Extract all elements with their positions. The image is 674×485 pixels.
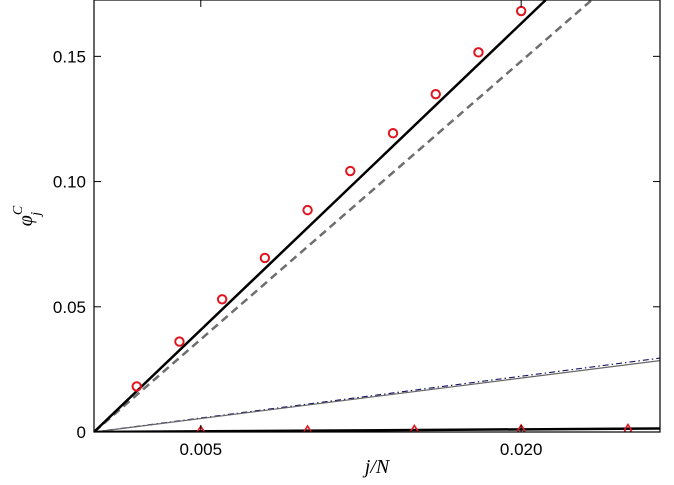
tick-labels: 0.005 0.020 0 0.05 0.10 0.15 xyxy=(53,47,543,459)
plot-markers xyxy=(131,5,633,432)
svg-text:φCj: φC j xyxy=(11,205,44,226)
circle-marker xyxy=(259,252,271,264)
circle-marker xyxy=(174,336,185,347)
y-axis-label-sub: j xyxy=(29,212,44,218)
plot-frame xyxy=(93,0,661,433)
y-axis-label-sup: C xyxy=(11,205,26,215)
circle-marker xyxy=(216,294,228,305)
series-line-2 xyxy=(94,0,547,432)
series-line-1 xyxy=(94,0,593,432)
diamond-marker xyxy=(196,424,206,432)
circle-marker xyxy=(515,5,527,17)
y-tick-label: 0 xyxy=(77,423,86,442)
plot-series xyxy=(94,0,660,432)
circle-marker xyxy=(345,165,356,177)
circle-marker xyxy=(131,381,142,392)
circle-marker xyxy=(473,47,484,58)
series-line-4 xyxy=(94,360,660,432)
axis-ticks xyxy=(94,0,660,433)
x-tick-label: 0.020 xyxy=(500,440,543,459)
y-tick-label: 0.10 xyxy=(53,173,86,192)
circle-marker xyxy=(302,204,313,216)
diamond-marker xyxy=(303,424,313,432)
circle-marker xyxy=(430,88,441,100)
diamond-marker xyxy=(623,423,633,432)
x-tick-label: 0.005 xyxy=(180,440,223,459)
diamond-marker xyxy=(409,424,419,432)
circle-marker xyxy=(387,128,399,139)
y-axis-label-base: φ xyxy=(15,215,37,226)
y-tick-label: 0.05 xyxy=(53,298,86,317)
x-axis-label: j/N xyxy=(362,456,391,478)
y-tick-label: 0.15 xyxy=(53,47,86,66)
y-axis-label: φC j xyxy=(11,205,44,226)
diamond-marker xyxy=(516,423,526,432)
